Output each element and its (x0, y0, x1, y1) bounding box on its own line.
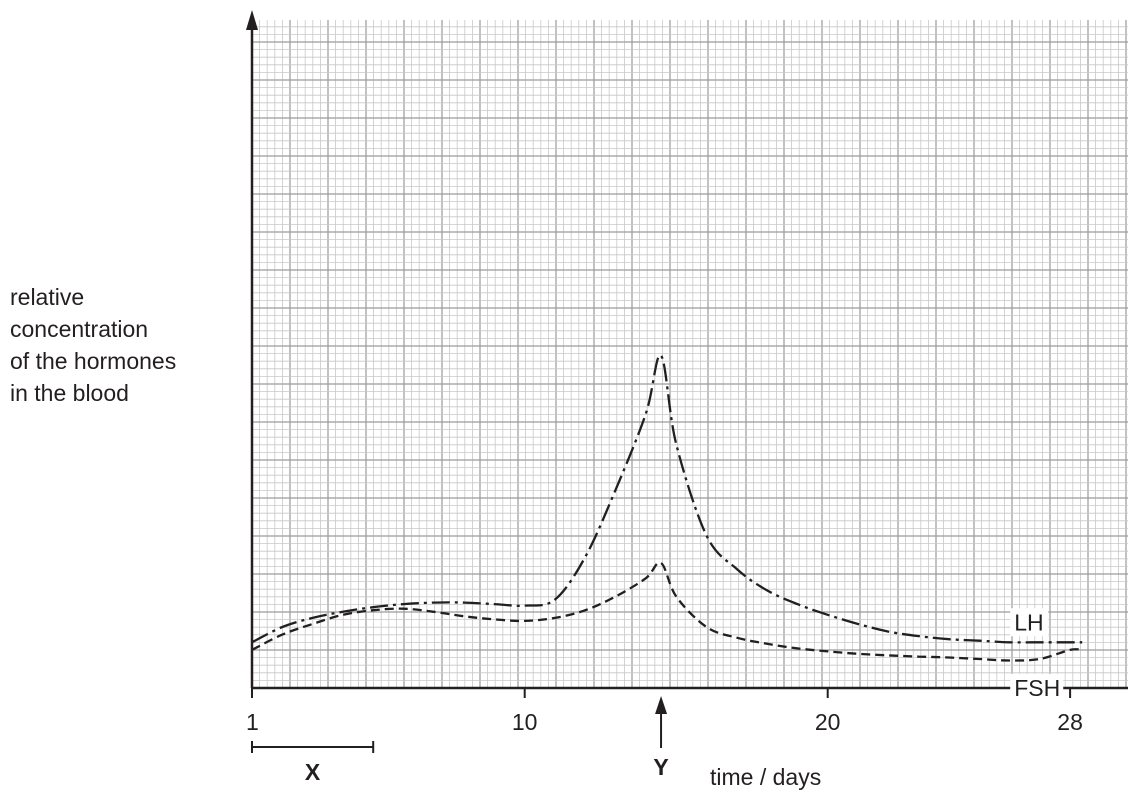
x-tick-label: 28 (1057, 709, 1083, 735)
series-label-background (1010, 673, 1064, 702)
series-line-fsh (251, 561, 1083, 662)
y-axis-arrowhead (246, 10, 258, 30)
y-axis-label-line: concentration (10, 316, 148, 342)
series-label-lh: LH (1014, 609, 1043, 635)
x-tick-label: 20 (815, 709, 841, 735)
series-labels: LH FSH (1010, 608, 1064, 702)
grid (251, 20, 1128, 689)
x-tick-label: 1 (246, 709, 259, 735)
y-axis-label-line: of the hormones (10, 348, 176, 374)
marker-x-label: X (305, 759, 321, 785)
x-ticks: 1 10 20 28 (246, 688, 1083, 735)
y-axis-label-line: in the blood (10, 380, 129, 406)
axes (246, 10, 1128, 690)
series-label-background (1010, 608, 1049, 637)
y-axis-label-line: relative (10, 284, 84, 310)
series-label-fsh: FSH (1014, 675, 1060, 701)
x-tick-label: 10 (512, 709, 538, 735)
x-axis-title: time / days (710, 764, 821, 790)
series-line-lh (251, 354, 1083, 644)
marker-y-label: Y (653, 754, 668, 780)
arrow-y-head (655, 696, 668, 714)
series (251, 354, 1083, 662)
y-axis-label: relative concentration of the hormones i… (10, 284, 176, 406)
